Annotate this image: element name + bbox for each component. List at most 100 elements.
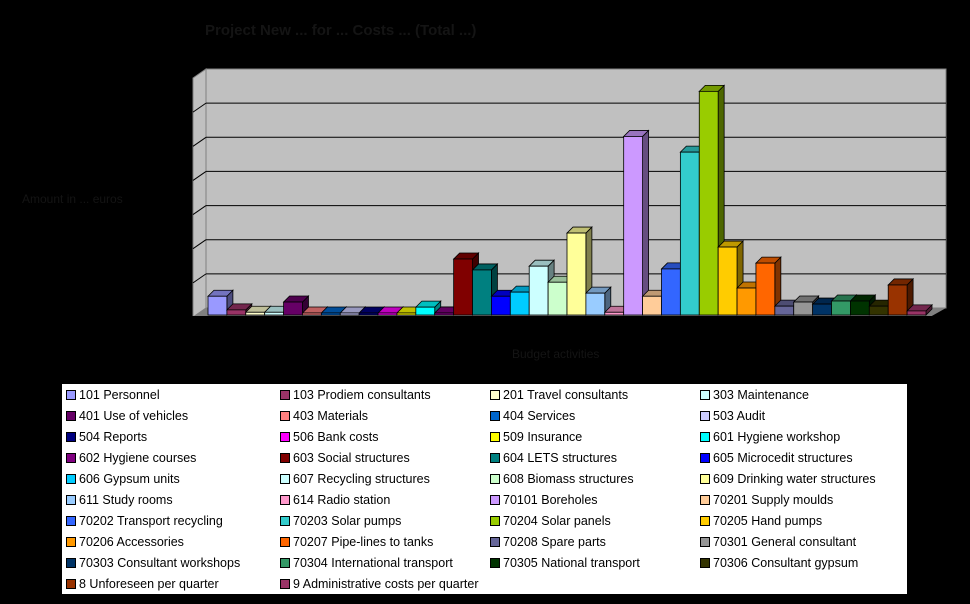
legend-swatch-icon bbox=[490, 411, 500, 421]
legend-label: 70305 National transport bbox=[503, 556, 640, 570]
legend-swatch-icon bbox=[280, 495, 290, 505]
legend-swatch-icon bbox=[700, 390, 710, 400]
legend-swatch-icon bbox=[280, 390, 290, 400]
legend-item: 70208 Spare parts bbox=[490, 532, 606, 552]
legend-label: 70207 Pipe-lines to tanks bbox=[293, 535, 434, 549]
y-axis-label: Amount in ... euros bbox=[22, 192, 123, 206]
legend-label: 509 Insurance bbox=[503, 430, 583, 444]
legend-item: 504 Reports bbox=[66, 427, 147, 447]
legend-label: 601 Hygiene workshop bbox=[713, 430, 841, 444]
legend-label: 607 Recycling structures bbox=[293, 472, 430, 486]
legend-swatch-icon bbox=[700, 453, 710, 463]
legend-item: 606 Gypsum units bbox=[66, 469, 180, 489]
legend-swatch-icon bbox=[490, 495, 500, 505]
legend-label: 8 Unforeseen per quarter bbox=[79, 577, 219, 591]
legend-item: 70301 General consultant bbox=[700, 532, 856, 552]
legend-item: 506 Bank costs bbox=[280, 427, 378, 447]
legend-label: 604 LETS structures bbox=[503, 451, 617, 465]
legend-label: 70203 Solar pumps bbox=[293, 514, 402, 528]
legend-item: 70305 National transport bbox=[490, 553, 640, 573]
legend-item: 303 Maintenance bbox=[700, 385, 809, 405]
legend-item: 70303 Consultant workshops bbox=[66, 553, 240, 573]
plot-area bbox=[190, 68, 950, 322]
legend-swatch-icon bbox=[280, 516, 290, 526]
legend-swatch-icon bbox=[280, 411, 290, 421]
legend-label: 303 Maintenance bbox=[713, 388, 809, 402]
legend-swatch-icon bbox=[66, 411, 76, 421]
legend-item: 602 Hygiene courses bbox=[66, 448, 196, 468]
legend-swatch-icon bbox=[490, 537, 500, 547]
legend-item: 70203 Solar pumps bbox=[280, 511, 401, 531]
legend-label: 603 Social structures bbox=[293, 451, 410, 465]
legend-swatch-icon bbox=[490, 516, 500, 526]
legend-swatch-icon bbox=[66, 537, 76, 547]
legend-label: 103 Prodiem consultants bbox=[293, 388, 431, 402]
legend-swatch-icon bbox=[700, 474, 710, 484]
legend-label: 70303 Consultant workshops bbox=[79, 556, 241, 570]
legend-label: 609 Drinking water structures bbox=[713, 472, 876, 486]
legend-item: 70101 Boreholes bbox=[490, 490, 598, 510]
legend-item: 601 Hygiene workshop bbox=[700, 427, 840, 447]
x-axis-label: Budget activities bbox=[512, 347, 600, 361]
legend-label: 70204 Solar panels bbox=[503, 514, 611, 528]
side-wall bbox=[192, 68, 207, 318]
legend-swatch-icon bbox=[490, 474, 500, 484]
bar bbox=[622, 129, 650, 316]
legend-swatch-icon bbox=[700, 558, 710, 568]
legend-label: 70304 International transport bbox=[293, 556, 453, 570]
legend-label: 611 Study rooms bbox=[79, 493, 173, 507]
legend-label: 614 Radio station bbox=[293, 493, 391, 507]
legend-label: 70205 Hand pumps bbox=[713, 514, 823, 528]
legend-item: 70207 Pipe-lines to tanks bbox=[280, 532, 433, 552]
legend-item: 70202 Transport recycling bbox=[66, 511, 223, 531]
legend-swatch-icon bbox=[700, 537, 710, 547]
legend-swatch-icon bbox=[66, 453, 76, 463]
legend-label: 70202 Transport recycling bbox=[79, 514, 223, 528]
legend-swatch-icon bbox=[490, 390, 500, 400]
legend-item: 70306 Consultant gypsum bbox=[700, 553, 858, 573]
legend-label: 504 Reports bbox=[79, 430, 148, 444]
bars bbox=[190, 84, 950, 322]
legend-label: 9 Administrative costs per quarter bbox=[293, 577, 479, 591]
legend-item: 201 Travel consultants bbox=[490, 385, 628, 405]
legend-label: 404 Services bbox=[503, 409, 576, 423]
legend-item: 401 Use of vehicles bbox=[66, 406, 188, 426]
legend-label: 403 Materials bbox=[293, 409, 369, 423]
legend-item: 101 Personnel bbox=[66, 385, 160, 405]
legend-item: 70205 Hand pumps bbox=[700, 511, 822, 531]
legend-label: 602 Hygiene courses bbox=[79, 451, 197, 465]
legend-swatch-icon bbox=[66, 516, 76, 526]
legend-label: 70101 Boreholes bbox=[503, 493, 598, 507]
legend-swatch-icon bbox=[700, 432, 710, 442]
legend-label: 101 Personnel bbox=[79, 388, 160, 402]
legend-item: 404 Services bbox=[490, 406, 575, 426]
legend-item: 70201 Supply moulds bbox=[700, 490, 833, 510]
chart-title: Project New ... for ... Costs ... (Total… bbox=[205, 22, 477, 39]
legend-item: 608 Biomass structures bbox=[490, 469, 634, 489]
bar bbox=[887, 277, 915, 316]
legend-item: 509 Insurance bbox=[490, 427, 582, 447]
legend-swatch-icon bbox=[700, 495, 710, 505]
legend-label: 608 Biomass structures bbox=[503, 472, 634, 486]
legend-swatch-icon bbox=[66, 558, 76, 568]
legend-item: 603 Social structures bbox=[280, 448, 410, 468]
legend-label: 70306 Consultant gypsum bbox=[713, 556, 859, 570]
legend-swatch-icon bbox=[490, 432, 500, 442]
legend-swatch-icon bbox=[280, 558, 290, 568]
legend-item: 9 Administrative costs per quarter bbox=[280, 574, 479, 594]
legend-swatch-icon bbox=[280, 453, 290, 463]
legend-swatch-icon bbox=[280, 579, 290, 589]
legend-item: 611 Study rooms bbox=[66, 490, 173, 510]
legend-swatch-icon bbox=[66, 474, 76, 484]
legend-swatch-icon bbox=[280, 537, 290, 547]
legend-swatch-icon bbox=[490, 558, 500, 568]
legend-item: 614 Radio station bbox=[280, 490, 390, 510]
legend-swatch-icon bbox=[700, 411, 710, 421]
legend-item: 605 Microcedit structures bbox=[700, 448, 853, 468]
legend-label: 70201 Supply moulds bbox=[713, 493, 834, 507]
legend-label: 70301 General consultant bbox=[713, 535, 857, 549]
bar bbox=[906, 303, 933, 316]
legend-item: 503 Audit bbox=[700, 406, 765, 426]
legend-swatch-icon bbox=[700, 516, 710, 526]
legend-swatch-icon bbox=[66, 390, 76, 400]
